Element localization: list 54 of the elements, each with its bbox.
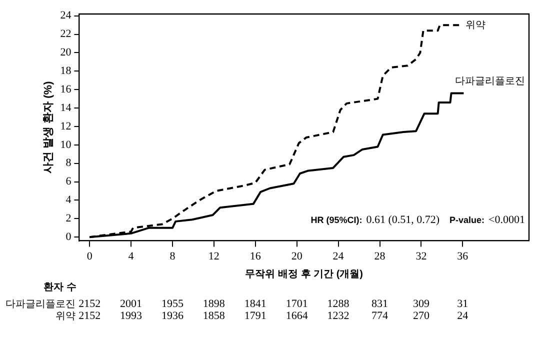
text: 다파글리플로진 — [6, 299, 76, 310]
y-tick-label: 8 — [66, 157, 72, 170]
y-tick-label: 6 — [66, 176, 72, 188]
y-tick-label: 0 — [66, 231, 72, 244]
text: 774 — [372, 310, 389, 322]
text: 1898 — [202, 298, 226, 310]
annotation: HR (95%CI): — [310, 214, 362, 225]
y-axis-title: 사건 발생 환자 (%) — [42, 80, 55, 174]
series-label: 위약 — [466, 20, 486, 31]
x-tick-label: 12 — [208, 250, 220, 262]
text: 환자 수 — [44, 282, 76, 293]
y-tick-label: 2 — [66, 212, 72, 225]
text: 309 — [412, 298, 430, 310]
x-tick-label: 4 — [128, 250, 134, 262]
text: 270 — [412, 310, 430, 322]
text: 2001 — [120, 298, 142, 310]
series-label: 다파글리플로진 — [455, 76, 525, 88]
y-tick-label: 14 — [60, 102, 72, 114]
x-tick-label: 28 — [374, 250, 386, 262]
text: 1232 — [327, 310, 350, 322]
text: 831 — [372, 298, 388, 310]
x-tick-label: 20 — [291, 250, 303, 262]
y-tick-label: 10 — [60, 138, 72, 151]
text: 2152 — [78, 298, 101, 310]
annotation: 0.61 (0.51, 0.72) — [366, 214, 440, 226]
text: 1936 — [161, 310, 184, 322]
text: 1791 — [244, 310, 266, 322]
text: 1664 — [286, 310, 308, 322]
x-tick-label: 36 — [457, 250, 469, 262]
text: 1858 — [202, 310, 226, 322]
text: 1288 — [327, 298, 350, 310]
annotation: <0.0001 — [488, 214, 526, 226]
text: 1955 — [161, 298, 184, 310]
x-tick-label: 8 — [170, 250, 176, 262]
text: 31 — [457, 298, 468, 310]
text: 2152 — [78, 310, 101, 322]
text: 24 — [457, 310, 469, 322]
text: 1841 — [244, 298, 266, 310]
text: 위약 — [56, 311, 76, 322]
x-axis-title: 무작위 배정 후 기간 (개월) — [245, 268, 363, 280]
y-tick-label: 16 — [60, 83, 72, 96]
x-tick-label: 24 — [332, 250, 344, 262]
y-tick-label: 18 — [60, 65, 72, 78]
y-tick-label: 12 — [60, 120, 72, 132]
y-tick-label: 24 — [60, 10, 72, 22]
y-tick-label: 22 — [60, 28, 72, 40]
text: 1701 — [286, 298, 308, 310]
text: 1993 — [120, 310, 143, 322]
y-tick-label: 4 — [66, 194, 72, 206]
x-tick-label: 0 — [86, 250, 93, 262]
annotation: P-value: — [450, 214, 485, 225]
x-tick-label: 32 — [416, 250, 427, 262]
x-tick-label: 16 — [250, 250, 262, 262]
y-tick-label: 20 — [60, 46, 72, 59]
